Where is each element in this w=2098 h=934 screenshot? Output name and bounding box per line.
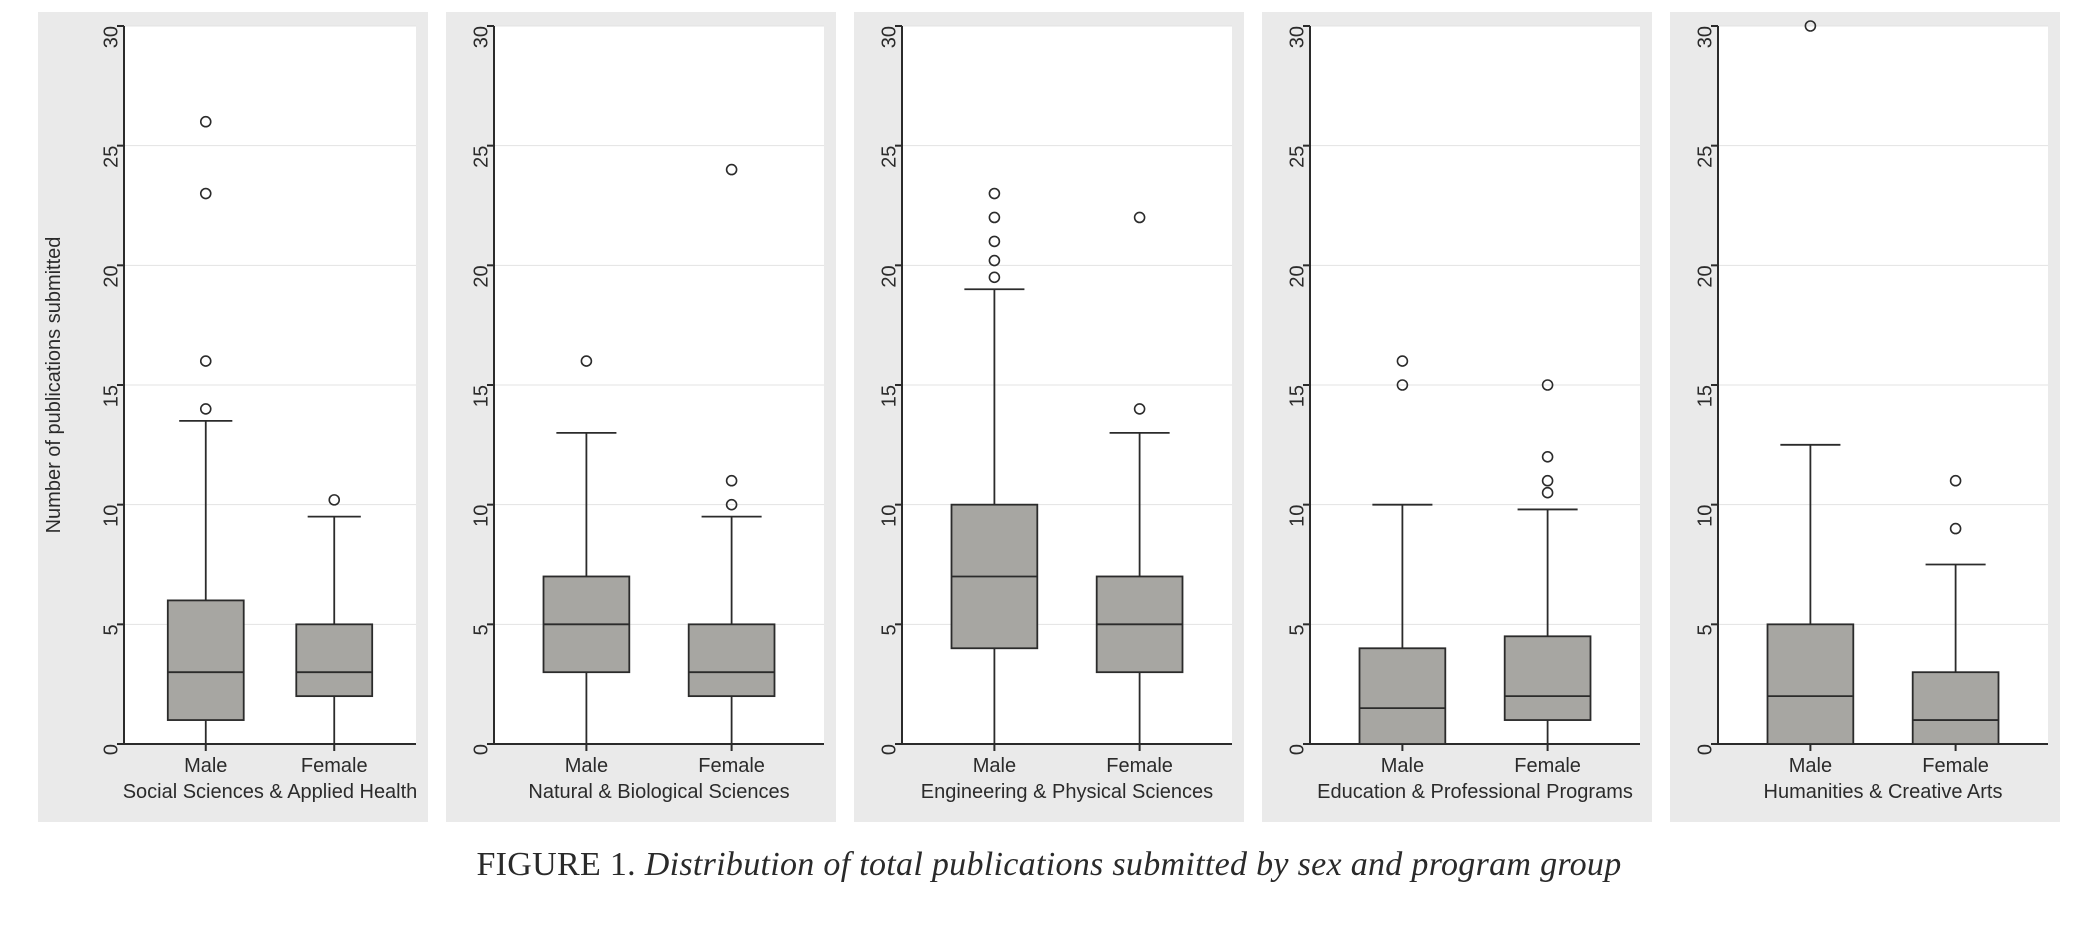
panel-title: Natural & Biological Sciences xyxy=(528,781,789,803)
y-axis-title: Number of publications submitted xyxy=(43,237,65,534)
y-tick-label: 0 xyxy=(100,744,122,755)
y-tick-label: 10 xyxy=(100,505,122,527)
y-tick-label: 10 xyxy=(470,505,492,527)
y-tick-label: 5 xyxy=(100,624,122,635)
y-tick-label: 30 xyxy=(1286,26,1308,48)
y-tick-label: 5 xyxy=(1694,624,1716,635)
y-tick-label: 5 xyxy=(1286,624,1308,635)
box xyxy=(1913,672,1999,744)
panel-title: Social Sciences & Applied Health xyxy=(123,781,418,803)
panels-row: 0 5 10 15 20 25 30 Number of publications submi… xyxy=(20,12,2078,822)
y-tick-label: 15 xyxy=(100,385,122,407)
panel-title: Humanities & Creative Arts xyxy=(1764,781,2003,803)
panel-title: Engineering & Physical Sciences xyxy=(921,781,1213,803)
y-tick-label: 5 xyxy=(470,624,492,635)
boxplot-panel: 0 5 10 15 20 25 30 Male Female Natural & Biologic… xyxy=(446,12,836,822)
y-tick-label: 15 xyxy=(1286,385,1308,407)
y-tick-label: 25 xyxy=(100,146,122,168)
box xyxy=(296,624,372,696)
y-tick-label: 0 xyxy=(470,744,492,755)
box xyxy=(1768,624,1854,744)
x-group-label: Male xyxy=(565,755,608,777)
x-group-label: Male xyxy=(184,755,227,777)
y-tick-label: 0 xyxy=(1694,744,1716,755)
panel-title: Education & Professional Programs xyxy=(1317,781,1633,803)
figure-container: 0 5 10 15 20 25 30 Number of publications submi… xyxy=(0,0,2098,892)
y-tick-label: 15 xyxy=(470,385,492,407)
y-tick-label: 20 xyxy=(100,265,122,287)
y-tick-label: 0 xyxy=(878,744,900,755)
y-tick-label: 25 xyxy=(878,146,900,168)
x-group-label: Female xyxy=(1922,755,1989,777)
y-tick-label: 25 xyxy=(1286,146,1308,168)
x-group-label: Female xyxy=(698,755,765,777)
y-tick-label: 20 xyxy=(878,265,900,287)
y-tick-label: 20 xyxy=(470,265,492,287)
y-tick-label: 25 xyxy=(1694,146,1716,168)
y-tick-label: 10 xyxy=(1286,505,1308,527)
y-tick-label: 30 xyxy=(470,26,492,48)
box xyxy=(689,624,775,696)
x-group-label: Male xyxy=(1789,755,1832,777)
box xyxy=(1505,636,1591,720)
y-tick-label: 30 xyxy=(878,26,900,48)
x-group-label: Female xyxy=(301,755,368,777)
y-tick-label: 10 xyxy=(878,505,900,527)
y-tick-label: 20 xyxy=(1286,265,1308,287)
y-tick-label: 25 xyxy=(470,146,492,168)
boxplot-panel: 0 5 10 15 20 25 30 Number of publications submi… xyxy=(38,12,428,822)
y-tick-label: 5 xyxy=(878,624,900,635)
box xyxy=(1360,648,1446,744)
x-group-label: Male xyxy=(973,755,1016,777)
y-tick-label: 15 xyxy=(878,385,900,407)
caption-text: Distribution of total publications submi… xyxy=(636,846,1622,883)
x-group-label: Female xyxy=(1106,755,1173,777)
y-tick-label: 0 xyxy=(1286,744,1308,755)
x-group-label: Male xyxy=(1381,755,1424,777)
caption-label: FIGURE 1. xyxy=(476,846,636,883)
y-tick-label: 15 xyxy=(1694,385,1716,407)
box xyxy=(168,600,244,720)
boxplot-panel: 0 5 10 15 20 25 30 Male Female Education & Profes… xyxy=(1262,12,1652,822)
figure-caption: FIGURE 1. Distribution of total publicat… xyxy=(20,846,2078,884)
y-tick-label: 30 xyxy=(100,26,122,48)
y-tick-label: 10 xyxy=(1694,505,1716,527)
y-tick-label: 20 xyxy=(1694,265,1716,287)
boxplot-panel: 0 5 10 15 20 25 30 Male Female Engineering & Phys… xyxy=(854,12,1244,822)
y-tick-label: 30 xyxy=(1694,26,1716,48)
x-group-label: Female xyxy=(1514,755,1581,777)
boxplot-panel: 0 5 10 15 20 25 30 Male Female Humanities & Creat… xyxy=(1670,12,2060,822)
